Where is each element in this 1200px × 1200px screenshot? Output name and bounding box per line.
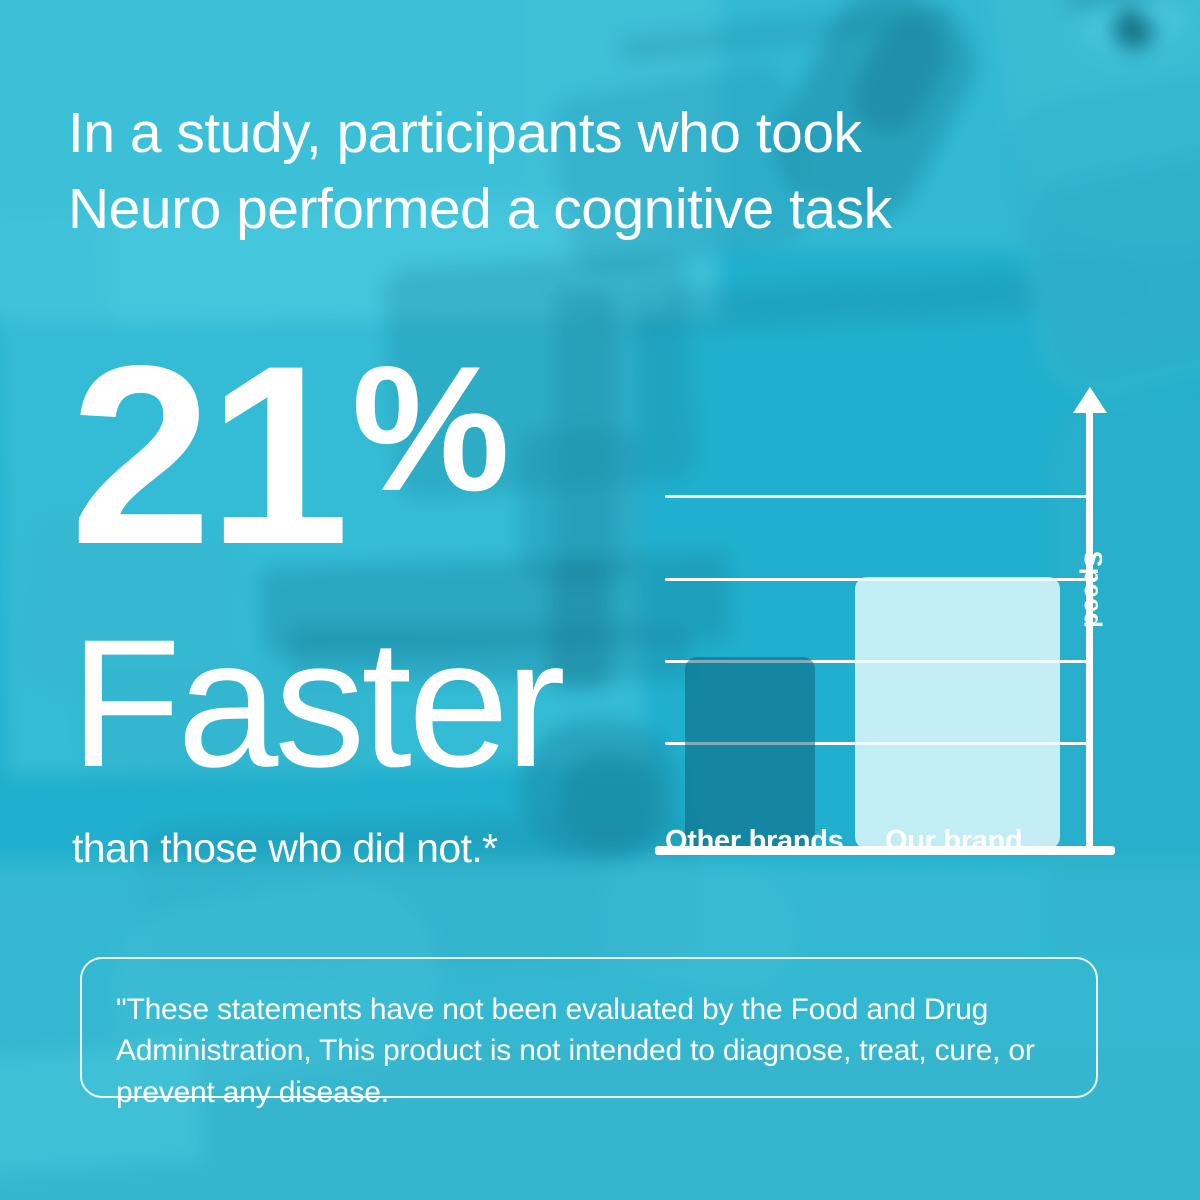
stat-percent-symbol: %: [351, 329, 510, 528]
bar-our-brand: [855, 577, 1060, 849]
disclaimer-text: "These statements have not been evaluate…: [116, 993, 1035, 1109]
gridline-4: [665, 495, 1093, 498]
stat-word: Faster: [70, 601, 566, 805]
stat-subtext: than those who did not.*: [72, 825, 498, 871]
y-axis-label: Speed: [1078, 550, 1107, 629]
x-axis-baseline: [655, 846, 1115, 855]
headline: In a study, participants who took Neuro …: [68, 101, 892, 241]
stat-number: 21: [70, 313, 350, 598]
disclaimer-box: "These statements have not been evaluate…: [80, 957, 1098, 1109]
bar-label-other-brands: Other brands: [665, 825, 844, 857]
stat-number-group: 21 %: [70, 313, 510, 598]
bar-other-brands: [685, 657, 815, 849]
speed-bar-chart: Speed: [655, 387, 1115, 865]
bar-label-our-brand: Our brand: [885, 825, 1023, 857]
y-axis-line: [1086, 405, 1093, 847]
